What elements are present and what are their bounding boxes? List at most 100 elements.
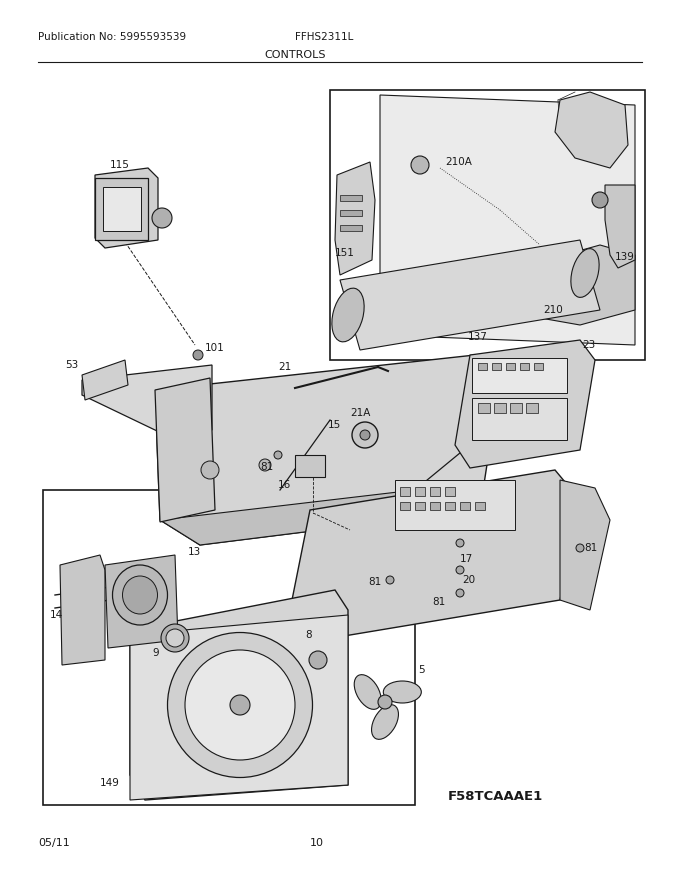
Text: 101: 101 — [205, 343, 225, 353]
Polygon shape — [130, 590, 348, 800]
Polygon shape — [95, 168, 158, 248]
Ellipse shape — [166, 629, 184, 647]
Text: 81: 81 — [368, 577, 381, 587]
Bar — [520, 363, 529, 370]
Ellipse shape — [371, 705, 398, 739]
Text: 81: 81 — [432, 597, 445, 607]
Polygon shape — [380, 95, 635, 345]
Ellipse shape — [332, 288, 364, 341]
Ellipse shape — [274, 451, 282, 459]
Ellipse shape — [456, 539, 464, 547]
Text: 16: 16 — [278, 480, 291, 490]
Text: 81: 81 — [260, 462, 273, 472]
Polygon shape — [155, 355, 500, 545]
Text: 115: 115 — [110, 160, 130, 170]
Text: 149: 149 — [100, 778, 120, 788]
Text: 14: 14 — [50, 610, 63, 620]
Ellipse shape — [185, 650, 295, 760]
Polygon shape — [60, 555, 105, 665]
Text: 53: 53 — [65, 360, 78, 370]
Text: 21: 21 — [278, 362, 291, 372]
Polygon shape — [82, 360, 128, 400]
Ellipse shape — [161, 624, 189, 652]
Text: 81: 81 — [584, 543, 597, 553]
Polygon shape — [160, 480, 500, 545]
Bar — [475, 502, 485, 510]
Bar — [340, 195, 362, 201]
Text: 9: 9 — [152, 648, 158, 658]
Text: CONTROLS: CONTROLS — [265, 50, 326, 60]
Text: 137: 137 — [468, 332, 488, 342]
Ellipse shape — [411, 156, 429, 174]
Bar — [460, 502, 470, 510]
Bar — [395, 480, 515, 530]
Ellipse shape — [309, 651, 327, 669]
Ellipse shape — [167, 633, 313, 778]
Ellipse shape — [152, 208, 172, 228]
Bar — [445, 502, 455, 510]
Bar — [95, 178, 148, 240]
Bar — [492, 363, 501, 370]
Bar — [340, 210, 362, 216]
Ellipse shape — [259, 459, 271, 471]
Polygon shape — [335, 162, 375, 275]
Text: FFHS2311L: FFHS2311L — [295, 32, 354, 42]
Text: 139: 139 — [615, 252, 635, 262]
Ellipse shape — [193, 350, 203, 360]
Ellipse shape — [378, 695, 392, 709]
Ellipse shape — [230, 695, 250, 715]
Polygon shape — [82, 365, 212, 438]
Text: 21A: 21A — [350, 408, 371, 418]
Bar — [526, 403, 538, 413]
Ellipse shape — [112, 565, 167, 625]
Text: 210A: 210A — [445, 157, 472, 167]
Text: F58TCAAAE1: F58TCAAAE1 — [448, 790, 543, 803]
Bar — [295, 455, 325, 477]
Bar — [445, 487, 455, 496]
Polygon shape — [105, 555, 178, 648]
Polygon shape — [605, 185, 635, 268]
Ellipse shape — [571, 249, 599, 297]
Text: 8: 8 — [305, 630, 311, 640]
Polygon shape — [555, 92, 628, 168]
Text: 210: 210 — [543, 305, 563, 315]
Bar — [478, 403, 490, 413]
Ellipse shape — [352, 422, 378, 448]
Text: 17: 17 — [460, 554, 473, 564]
Ellipse shape — [576, 544, 584, 552]
Polygon shape — [130, 615, 348, 800]
Bar — [506, 363, 515, 370]
Text: 151: 151 — [335, 248, 355, 258]
Bar — [494, 403, 506, 413]
Ellipse shape — [456, 589, 464, 597]
Polygon shape — [290, 470, 580, 640]
Bar — [430, 487, 440, 496]
Bar — [415, 487, 425, 496]
Bar — [534, 363, 543, 370]
Text: 05/11: 05/11 — [38, 838, 70, 848]
Text: Publication No: 5995593539: Publication No: 5995593539 — [38, 32, 186, 42]
Bar — [400, 487, 410, 496]
Text: 20: 20 — [462, 575, 475, 585]
Polygon shape — [340, 240, 600, 350]
Bar — [103, 187, 141, 231]
Ellipse shape — [360, 430, 370, 440]
Bar — [415, 502, 425, 510]
Ellipse shape — [384, 681, 422, 703]
Ellipse shape — [386, 576, 394, 584]
Text: 13: 13 — [188, 547, 201, 557]
Bar — [478, 363, 487, 370]
Text: 15: 15 — [328, 420, 341, 430]
Ellipse shape — [122, 576, 158, 614]
Bar — [43, 490, 415, 805]
Bar — [340, 225, 362, 231]
Ellipse shape — [201, 461, 219, 479]
Bar — [472, 398, 567, 440]
Polygon shape — [455, 340, 595, 468]
Ellipse shape — [592, 192, 608, 208]
Polygon shape — [155, 378, 215, 522]
Bar — [430, 502, 440, 510]
Text: 5: 5 — [418, 665, 424, 675]
Text: 10: 10 — [310, 838, 324, 848]
Text: 23: 23 — [582, 340, 595, 350]
